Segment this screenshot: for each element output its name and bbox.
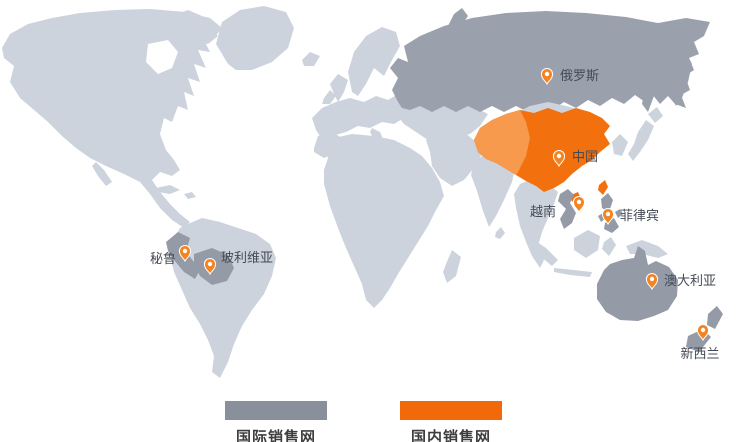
arctic-island-1 [140,18,166,36]
pin-icon[interactable] [572,195,586,214]
landmass-sri-lanka [495,227,505,239]
map-pin-new-zealand[interactable] [696,323,710,342]
landmass-japan [628,120,654,161]
country-australia [597,246,678,321]
pin-icon[interactable] [552,149,566,168]
map-pin-vietnam[interactable] [572,195,586,214]
pin-icon[interactable] [540,67,554,86]
pin-hole [649,276,655,282]
pin-icon[interactable] [178,244,192,263]
landmass-middle-east [426,126,482,186]
country-china-west [474,110,530,175]
landmass-new-guinea [626,240,668,258]
pin-icon[interactable] [645,272,659,291]
map-pin-peru[interactable] [178,244,192,263]
landmass-borneo [574,230,600,258]
landmass-baja [92,162,112,186]
map-label-philippines: 菲律宾 [620,208,659,223]
map-pin-australia[interactable] [645,272,659,291]
country-russia-sakhalin [642,86,654,112]
landmass-iceland [302,52,320,66]
landmass-madagascar [443,250,461,283]
landmass-ireland [322,90,336,104]
country-russia-novaya-zemlya [446,8,468,38]
landmass-sulawesi [602,237,616,256]
country-china-taiwan [598,180,608,195]
legend: 国际销售网 国内销售网 [0,401,748,442]
pin-hole [182,248,188,254]
landmass-caribbean-1 [156,185,180,194]
pin-hole [605,211,611,217]
country-philippines-visayas-2 [615,209,623,218]
map-pin-russia[interactable] [540,67,554,86]
map-label-vietnam: 越南 [530,204,556,219]
landmass-scandinavia [348,27,400,96]
legend-item-international: 国际销售网 [225,401,327,442]
pin-icon[interactable] [203,257,217,276]
country-vietnam [558,189,576,229]
pin-icon[interactable] [696,323,710,342]
landmass-greenland [216,6,294,70]
landmass-central-asia [396,100,488,140]
arctic-island-2 [172,10,202,26]
map-pin-china[interactable] [552,149,566,168]
landmass-caribbean-2 [184,192,196,199]
pin-icon[interactable] [601,207,615,226]
map-label-australia: 澳大利亚 [664,273,716,288]
map-label-china: 中国 [572,149,598,164]
landmass-indochina [514,178,558,268]
map-label-bolivia: 玻利维亚 [221,250,273,265]
landmass-korea [612,134,628,156]
map-label-new-zealand: 新西兰 [680,346,719,361]
landmass-hokkaido [648,107,663,123]
legend-swatch-international [225,401,327,420]
landmass-sumatra [530,240,558,266]
country-russia [390,11,710,112]
landmass-india [471,152,516,227]
pin-hole [207,261,213,267]
legend-swatch-domestic [400,401,502,420]
hudson-bay [146,40,178,74]
legend-item-domestic: 国内销售网 [400,401,502,442]
arctic-island-3 [196,28,218,44]
landmass-java [554,268,592,277]
map-pin-bolivia[interactable] [203,257,217,276]
legend-label-domestic: 国内销售网 [410,429,491,442]
country-russia-kamchatka [671,52,692,106]
map-label-peru: 秘鲁 [150,251,176,266]
pin-hole [700,327,706,333]
country-new-zealand-north [707,306,723,329]
pin-hole [556,153,562,159]
pin-hole [544,71,550,77]
map-label-russia: 俄罗斯 [560,68,599,83]
map-pin-philippines[interactable] [601,207,615,226]
country-philippines-luzon [601,193,613,212]
pin-hole [576,199,582,205]
landmass-africa [324,134,444,308]
legend-label-international: 国际销售网 [235,429,316,442]
